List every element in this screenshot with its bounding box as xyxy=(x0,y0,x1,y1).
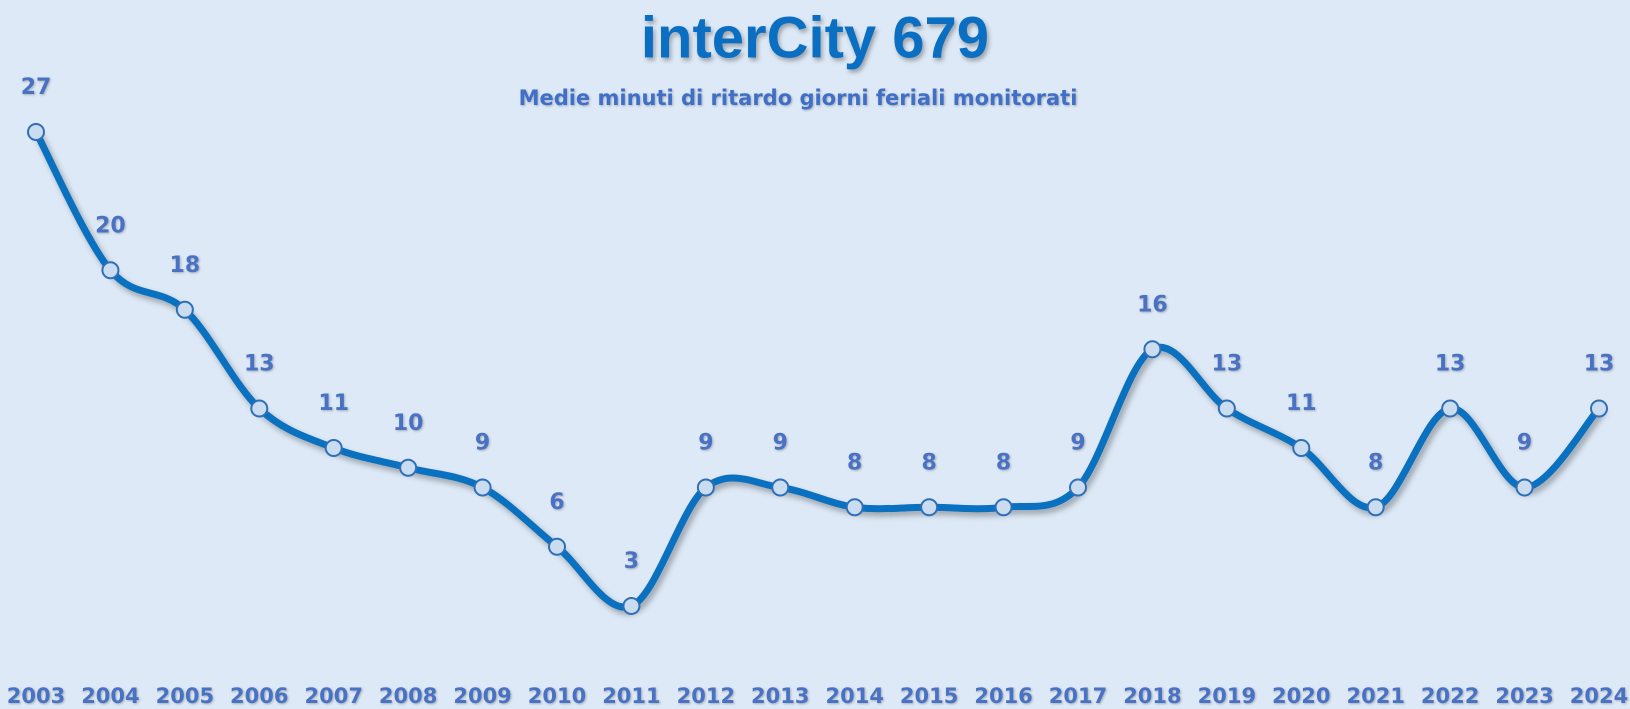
data-label: 13 xyxy=(1435,352,1466,377)
point xyxy=(1441,399,1460,418)
data-label: 8 xyxy=(1368,450,1383,475)
data-label: 11 xyxy=(1286,391,1317,416)
point xyxy=(1515,478,1534,497)
data-label: 8 xyxy=(847,450,862,475)
data-label: 11 xyxy=(318,391,349,416)
point xyxy=(548,537,566,556)
x-tick-label: 2010 xyxy=(528,684,586,708)
point xyxy=(1292,439,1311,457)
x-tick-label: 2018 xyxy=(1123,684,1181,708)
point xyxy=(473,478,492,497)
data-label: 9 xyxy=(1517,431,1532,456)
data-label: 18 xyxy=(170,253,201,278)
x-tick-label: 2008 xyxy=(379,684,437,708)
x-tick-label: 2024 xyxy=(1570,684,1628,708)
point xyxy=(920,498,939,517)
data-label: 9 xyxy=(698,431,713,456)
data-label: 10 xyxy=(393,411,424,436)
chart-subtitle: Medie minuti di ritardo giorni feriali m… xyxy=(519,86,1078,110)
point xyxy=(1366,498,1385,517)
line xyxy=(32,128,1603,611)
x-tick-label: 2004 xyxy=(81,684,139,708)
point xyxy=(175,300,194,319)
point xyxy=(1590,399,1608,418)
point xyxy=(622,597,641,615)
data-label: 27 xyxy=(21,75,52,100)
point xyxy=(994,498,1013,517)
x-tick-label: 2005 xyxy=(156,684,214,708)
x-tick-label: 2020 xyxy=(1272,684,1330,708)
x-tick-label: 2003 xyxy=(7,684,65,708)
point xyxy=(399,458,418,477)
data-label: 9 xyxy=(1070,431,1085,456)
point xyxy=(250,399,269,418)
chart-title: interCity 679 xyxy=(641,5,989,70)
point xyxy=(27,123,45,141)
x-tick-label: 2023 xyxy=(1495,684,1553,708)
data-label: 13 xyxy=(244,352,275,377)
point xyxy=(1069,478,1087,497)
x-tick-label: 2006 xyxy=(230,684,288,708)
x-tick-label: 2015 xyxy=(900,684,958,708)
x-tick-label: 2016 xyxy=(974,684,1032,708)
x-tick-label: 2022 xyxy=(1421,684,1479,708)
data-label: 6 xyxy=(549,490,564,515)
x-tick-label: 2021 xyxy=(1346,684,1404,708)
point xyxy=(324,439,343,457)
x-tick-label: 2013 xyxy=(751,684,809,708)
point xyxy=(1217,399,1236,418)
data-label: 13 xyxy=(1212,352,1243,377)
x-tick-label: 2009 xyxy=(453,684,511,708)
x-tick-label: 2007 xyxy=(304,684,362,708)
x-tick-label: 2017 xyxy=(1049,684,1107,708)
data-label: 8 xyxy=(996,450,1011,475)
point xyxy=(845,498,864,517)
point xyxy=(696,478,715,497)
data-label: 13 xyxy=(1584,352,1615,377)
data-label: 8 xyxy=(921,450,936,475)
point xyxy=(771,478,790,497)
x-tick-label: 2011 xyxy=(602,684,660,708)
data-label: 3 xyxy=(624,549,639,574)
point xyxy=(1143,340,1162,359)
data-label: 16 xyxy=(1137,292,1168,317)
x-tick-label: 2014 xyxy=(825,684,883,708)
data-label: 9 xyxy=(475,431,490,456)
data-label: 9 xyxy=(773,431,788,456)
point xyxy=(101,261,120,280)
x-tick-label: 2012 xyxy=(677,684,735,708)
data-label: 20 xyxy=(95,213,126,238)
x-tick-label: 2019 xyxy=(1198,684,1256,708)
